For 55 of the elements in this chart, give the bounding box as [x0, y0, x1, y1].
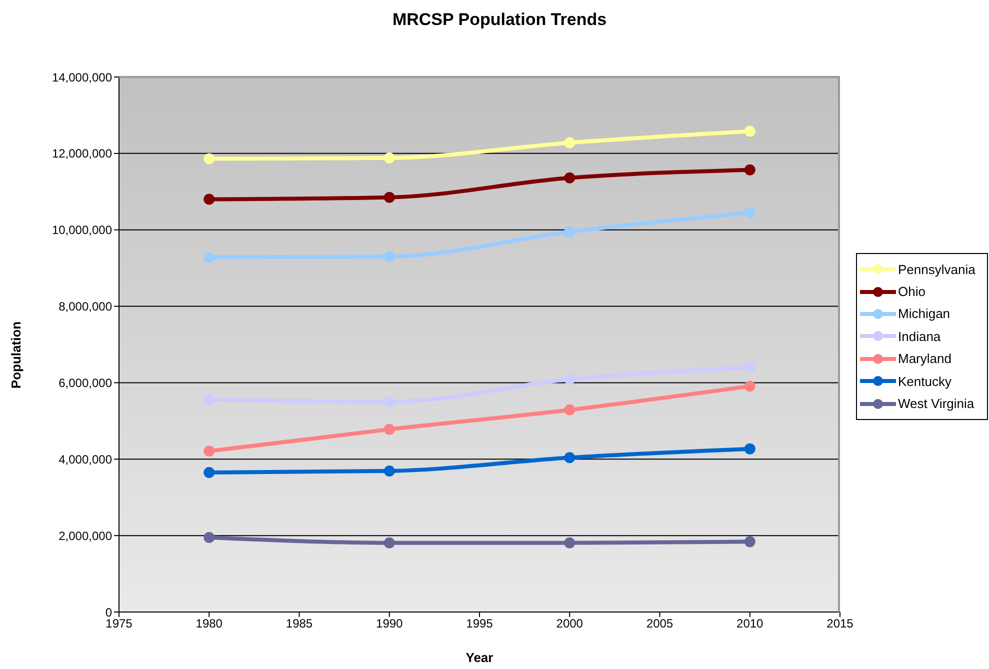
point [744, 164, 756, 176]
point [564, 404, 576, 416]
point [204, 532, 215, 543]
point [744, 362, 756, 373]
point [384, 251, 395, 262]
point [204, 394, 215, 406]
x-tick-label: 2005 [646, 616, 674, 631]
point [564, 537, 576, 548]
point [564, 452, 576, 464]
point [564, 137, 576, 148]
point [744, 443, 756, 454]
point [744, 126, 756, 137]
x-tick-label: 1990 [376, 616, 404, 631]
legend-label: Michigan [898, 306, 950, 322]
y-tick-label: 12,000,000 [52, 146, 112, 161]
point [204, 467, 215, 478]
point [204, 446, 215, 457]
y-tick-label: 14,000,000 [52, 70, 112, 84]
point [384, 152, 395, 164]
x-tick-label: 2010 [736, 616, 764, 631]
y-tick-label: 6,000,000 [58, 376, 112, 390]
point [204, 153, 215, 164]
y-tick-label: 4,000,000 [58, 452, 112, 466]
point [204, 194, 215, 205]
y-tick-label: 10,000,000 [52, 223, 112, 238]
legend-label: Maryland [898, 351, 952, 366]
legend-label: Kentucky [898, 374, 952, 389]
x-tick-label: 1995 [466, 616, 494, 631]
point [384, 396, 395, 408]
point [384, 465, 395, 476]
point [564, 172, 576, 184]
x-axis-title: Year [464, 650, 494, 665]
point [384, 424, 395, 435]
legend-label: Pennsylvania [898, 262, 976, 277]
point [744, 536, 756, 548]
point [564, 374, 576, 385]
legend-label: Ohio [898, 284, 926, 300]
legend-label: Indiana [898, 328, 941, 344]
y-tick-label: 2,000,000 [58, 528, 112, 543]
x-tick-label: 2000 [556, 616, 584, 631]
y-tick-label: 0 [105, 605, 112, 620]
chart-title: MRCSP Population Trends [391, 10, 608, 30]
y-axis-title: Population [8, 321, 24, 389]
x-tick-label: 1985 [286, 616, 313, 631]
point [204, 252, 215, 263]
point [744, 207, 756, 218]
x-tick-label: 1975 [106, 616, 133, 631]
legend-label: West Virginia [898, 396, 974, 412]
point [564, 226, 576, 238]
y-tick-label: 8,000,000 [58, 300, 112, 314]
x-tick-label: 1980 [196, 616, 223, 631]
point [744, 380, 756, 392]
point [384, 192, 395, 203]
point [384, 537, 395, 548]
x-tick-label: 2015 [826, 616, 854, 631]
